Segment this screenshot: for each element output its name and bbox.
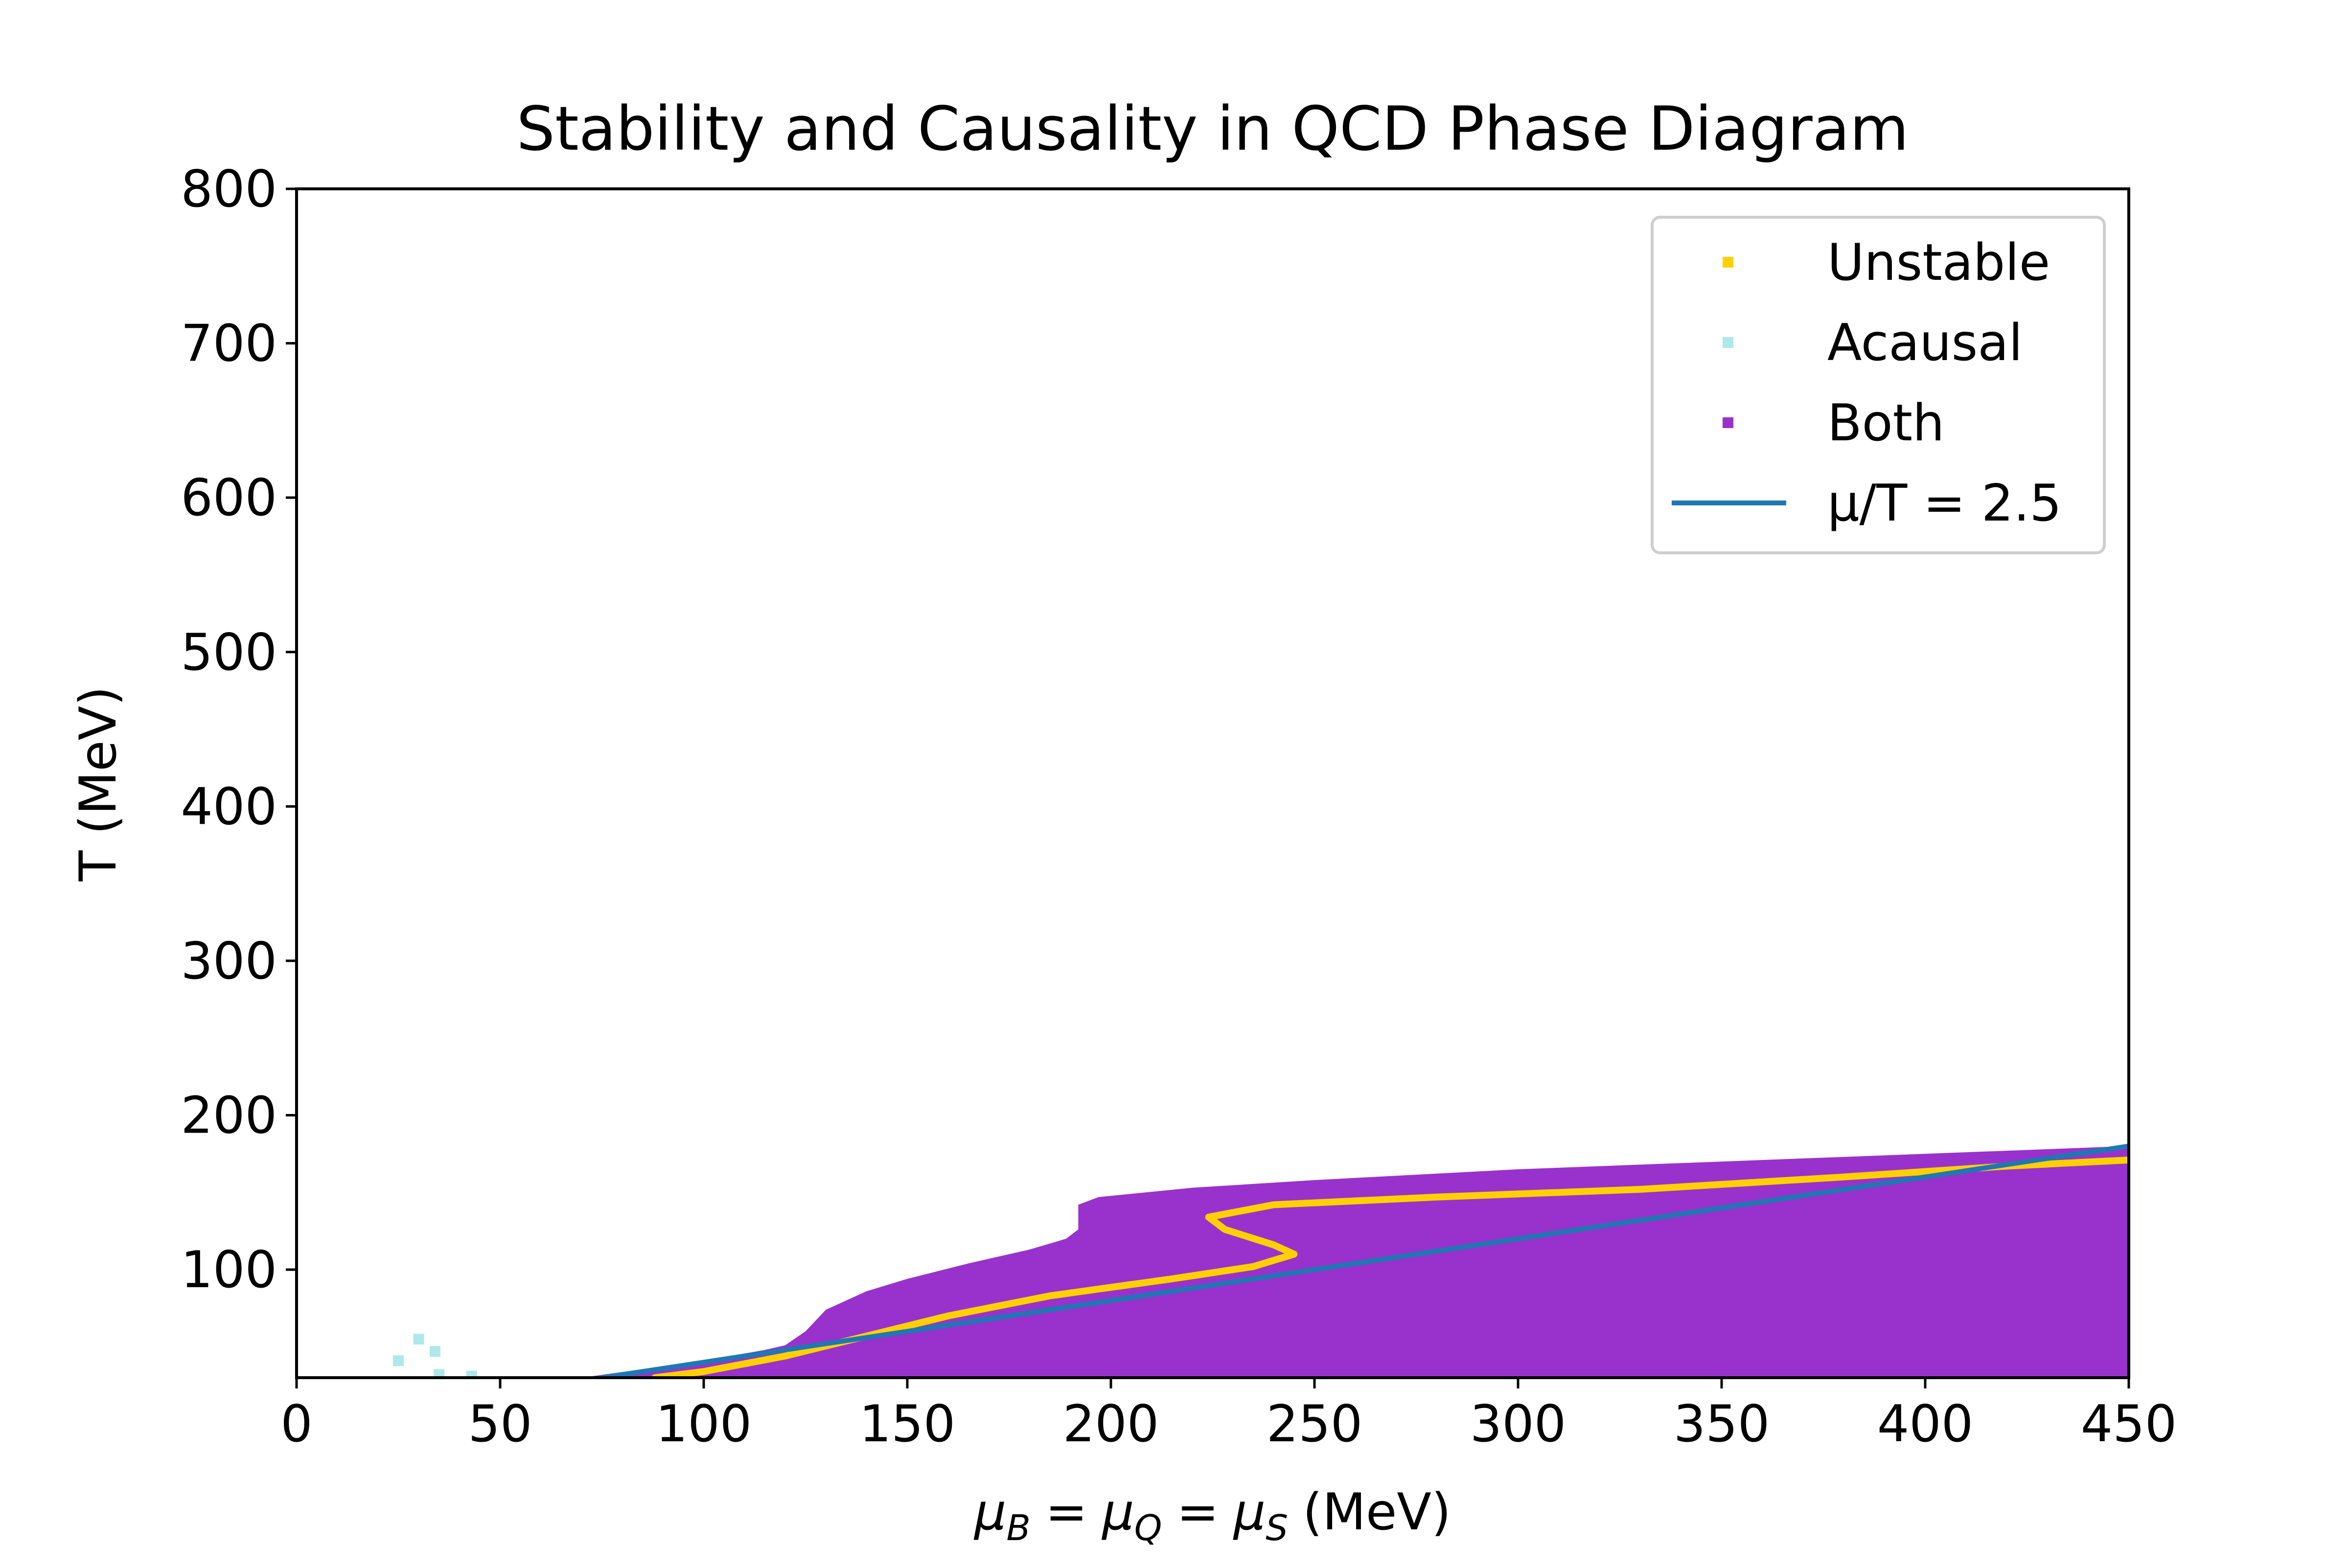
x-axis-sub-q: Q	[1134, 1507, 1162, 1548]
x-tick-label-2: 100	[656, 1395, 752, 1454]
y-tick-label-3: 400	[181, 777, 277, 836]
axes-frame	[295, 187, 2130, 1379]
x-axis-mu-s: μ	[1233, 1483, 1266, 1542]
x-axis: 0 50 100 150 200 250 300 350 400 450	[280, 1378, 2177, 1454]
legend-label-3: μ/T = 2.5	[1827, 474, 2062, 533]
x-axis-sub-s: S	[1266, 1507, 1288, 1548]
acausal-point-4	[466, 1370, 477, 1378]
chart-title: Stability and Causality in QCD Phase Dia…	[516, 94, 1909, 164]
x-axis-title: μB = μQ = μS (MeV)	[973, 1483, 1451, 1548]
legend: Unstable Acausal Both μ/T = 2.5	[1651, 216, 2106, 554]
legend-label-1: Acausal	[1827, 314, 2023, 372]
y-tick-label-5: 600	[181, 469, 277, 527]
y-axis: 100 200 300 400 500 600 700 800	[181, 160, 297, 1299]
acausal-point-2	[429, 1346, 440, 1357]
x-tick-label-6: 300	[1470, 1395, 1566, 1454]
legend-box	[1651, 216, 2106, 554]
x-tick-label-1: 50	[468, 1395, 532, 1454]
x-axis-eq-1: =	[1045, 1483, 1087, 1542]
legend-label-0: Unstable	[1827, 233, 2050, 292]
y-tick-label-1: 200	[181, 1087, 277, 1145]
x-axis-eq-2: =	[1176, 1483, 1219, 1542]
acausal-point-0	[393, 1355, 404, 1366]
x-tick-label-3: 150	[859, 1395, 956, 1454]
y-tick-label-4: 500	[181, 623, 277, 682]
x-tick-label-8: 400	[1877, 1395, 1974, 1454]
x-tick-label-9: 450	[2081, 1395, 2177, 1454]
x-tick-label-7: 350	[1674, 1395, 1770, 1454]
y-tick-label-7: 800	[181, 160, 277, 219]
y-tick-label-6: 700	[181, 315, 277, 373]
legend-marker-0	[1723, 257, 1733, 268]
y-axis-title: T (MeV)	[69, 686, 128, 882]
y-tick-label-2: 300	[181, 932, 277, 991]
x-tick-label-5: 250	[1267, 1395, 1363, 1454]
acausal-point-3	[434, 1369, 445, 1378]
x-axis-unit: (MeV)	[1303, 1483, 1451, 1542]
x-tick-label-0: 0	[280, 1395, 313, 1454]
acausal-point-1	[413, 1334, 424, 1345]
legend-marker-1	[1723, 337, 1733, 348]
legend-label-2: Both	[1827, 394, 1944, 453]
plot-area	[393, 1143, 2129, 1378]
x-tick-label-4: 200	[1063, 1395, 1159, 1454]
x-axis-sub-b: B	[1006, 1507, 1030, 1548]
x-axis-mu-q: μ	[1101, 1483, 1134, 1542]
x-axis-mu-b: μ	[973, 1483, 1007, 1542]
series-line-mu-over-t	[585, 1143, 2129, 1378]
legend-marker-2	[1723, 417, 1733, 428]
y-tick-label-0: 100	[181, 1241, 277, 1299]
